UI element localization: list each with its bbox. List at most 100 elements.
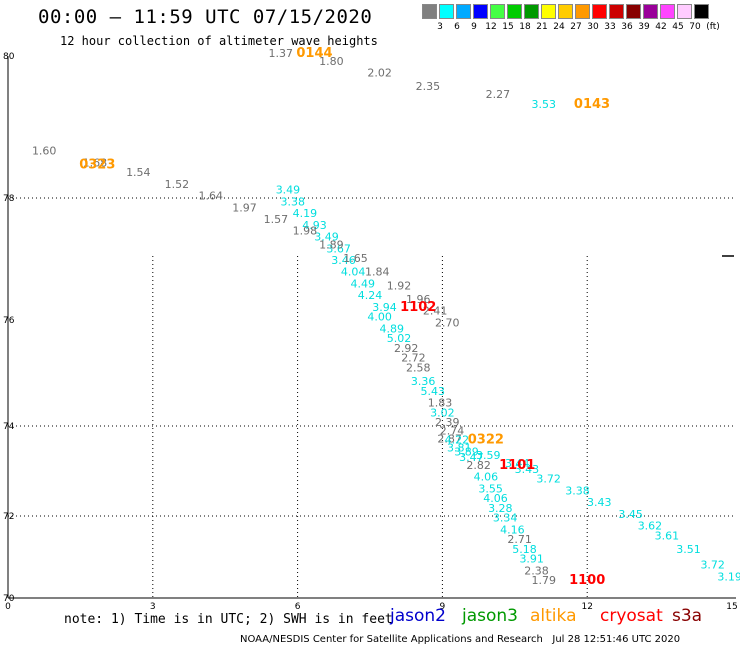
legend-jason2: jason2: [390, 606, 446, 626]
wave-height-value: 3.91: [519, 553, 544, 566]
wave-height-value: 4.06: [474, 471, 499, 484]
wave-height-value: 3.44: [505, 457, 530, 470]
color-scale-label: 12: [485, 22, 497, 32]
page-title: 00:00 – 11:59 UTC 07/15/2020: [38, 6, 373, 28]
wave-height-value: 1.84: [365, 266, 390, 279]
wave-height-value: 3.72: [536, 473, 561, 486]
wave-height-value: 3.62: [638, 520, 663, 533]
color-swatch: [524, 4, 539, 19]
page-subtitle: 12 hour collection of altimeter wave hei…: [60, 34, 378, 48]
wave-height-value: 3.81: [447, 441, 472, 454]
wave-height-value: 3.61: [655, 529, 680, 542]
color-swatch: [439, 4, 454, 19]
longitude-tick-label: 12: [581, 602, 592, 612]
wave-height-value: 2.71: [507, 533, 532, 546]
wave-height-value: 5.02: [387, 332, 412, 345]
longitude-tick-label: 6: [295, 602, 301, 612]
color-scale-label: 3: [437, 22, 443, 32]
wave-height-value: 3.38: [565, 484, 590, 497]
wave-height-value: 2.35: [416, 80, 441, 93]
wave-height-value: 2.92: [394, 342, 419, 355]
legend-altika: altika: [530, 606, 577, 626]
color-swatch: [456, 4, 471, 19]
longitude-tick-label: 9: [440, 602, 446, 612]
latitude-tick-label: 78: [3, 194, 15, 204]
wave-height-value: 2.82: [466, 459, 491, 472]
color-swatch: [677, 4, 692, 19]
wave-height-value: 3.19: [717, 570, 740, 583]
color-scale-label: 45: [672, 22, 684, 32]
pass-time-label: 0322: [468, 433, 504, 448]
color-swatch: [660, 4, 675, 19]
color-scale-unit: (ft): [706, 22, 720, 32]
legend-s3a: s3a: [672, 606, 703, 626]
color-swatch: [558, 4, 573, 19]
color-swatch: [643, 4, 658, 19]
wave-height-value: 4.16: [500, 523, 525, 536]
color-scale-label: 42: [655, 22, 667, 32]
units-note: note: 1) Time is in UTC; 2) SWH is in fe…: [64, 612, 393, 627]
wave-height-value: 1.57: [264, 213, 289, 226]
color-scale-label: 18: [519, 22, 531, 32]
wave-height-value: 4.06: [483, 492, 508, 505]
wave-height-value: 4.04: [341, 266, 366, 279]
wave-height-value: 1.80: [319, 55, 344, 68]
pass-time-label: 1102: [400, 300, 436, 315]
wave-height-value: 1.79: [532, 574, 557, 587]
wave-height-value: 4.93: [302, 219, 327, 232]
wave-height-value: 2.38: [524, 564, 549, 577]
latitude-tick-label: 72: [3, 512, 14, 522]
pass-time-label: 1100: [569, 573, 605, 588]
wave-height-value: 1.54: [126, 166, 151, 179]
color-scale-label: 39: [638, 22, 650, 32]
color-scale-label: 30: [587, 22, 599, 32]
wave-height-value: 1.83: [428, 397, 453, 410]
pass-time-label: 0323: [79, 157, 115, 172]
wave-height-value: 3.89: [454, 445, 479, 458]
footer-credit: NOAA/NESDIS Center for Satellite Applica…: [240, 634, 681, 645]
latitude-tick-label: 76: [3, 316, 15, 326]
wave-height-value: 3.28: [488, 502, 513, 515]
color-scale-label: 21: [536, 22, 548, 32]
wave-height-value: 3.45: [618, 508, 643, 521]
legend-cryosat: cryosat: [600, 606, 663, 626]
wave-height-value: 4.89: [379, 322, 404, 335]
wave-height-value: 4.19: [293, 207, 318, 220]
wave-height-value: 3.72: [700, 559, 725, 572]
color-swatch: [422, 4, 437, 19]
latitude-tick-label: 74: [3, 422, 15, 432]
wave-height-value: 2.72: [401, 352, 426, 365]
color-scale-label: 27: [570, 22, 582, 32]
wave-height-value: 3.94: [372, 301, 397, 314]
wave-height-value: 4.49: [351, 277, 376, 290]
wave-height-value: 1.37: [268, 47, 293, 60]
color-scale-label: 15: [502, 22, 514, 32]
wave-height-value: 3.67: [326, 242, 351, 255]
wave-height-value: 3.55: [478, 482, 503, 495]
wave-height-value: 2.41: [423, 305, 448, 318]
wave-height-value: 2.87: [437, 432, 462, 445]
color-scale-label: 33: [604, 22, 616, 32]
wave-height-value: 3.49: [276, 184, 301, 197]
color-scale-label: 36: [621, 22, 633, 32]
wave-height-value: 3.36: [411, 375, 436, 388]
wave-height-value: 3.46: [331, 254, 356, 267]
legend-jason3: jason3: [462, 606, 518, 626]
wave-height-value: 1.64: [198, 190, 223, 203]
color-swatch: [490, 4, 505, 19]
wave-height-value: 1.98: [293, 225, 318, 238]
latitude-tick-label: 70: [3, 594, 15, 604]
wave-height-value: 2.58: [406, 361, 431, 374]
wave-height-value: 1.96: [406, 293, 431, 306]
color-swatch: [609, 4, 624, 19]
wave-height-value: 3.34: [493, 512, 518, 525]
color-swatch: [626, 4, 641, 19]
wave-height-value: 2.02: [367, 67, 392, 80]
pass-time-label: 0143: [574, 97, 610, 112]
color-scale-label: 24: [553, 22, 565, 32]
color-scale-label: 70: [689, 22, 701, 32]
wave-height-value: 1.65: [343, 252, 368, 265]
wave-height-value: 3.59: [476, 449, 501, 462]
wave-height-value: 4.22: [445, 434, 470, 447]
